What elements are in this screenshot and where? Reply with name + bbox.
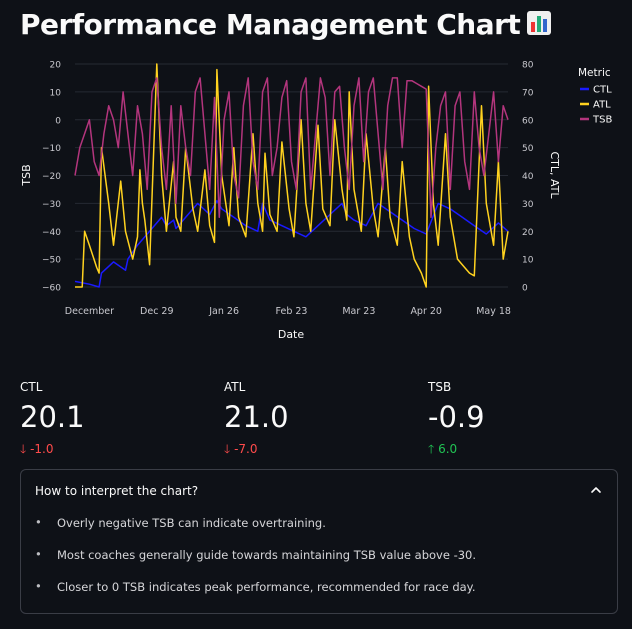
y-left-tick-label: −40 (42, 228, 61, 238)
chart-axes: 20 10 0 −10 −20 −30 −40 −50 −60 80 70 60 50 40 30 20 10 0… (42, 61, 534, 318)
bar-chart-icon (526, 10, 552, 36)
metric-atl: ATL 21.0 🡓 -7.0 (224, 380, 289, 461)
x-tick-label: Apr 20 (410, 306, 442, 317)
chart-series (74, 63, 509, 288)
y-right-tick-label: 40 (522, 172, 534, 182)
pmc-chart[interactable]: 20 10 0 −10 −20 −30 −40 −50 −60 80 70 60 50 40 30 20 10 0… (0, 52, 632, 352)
x-axis-label: Date (278, 328, 305, 341)
y-right-tick-label: 0 (522, 284, 528, 294)
metric-value: -0.9 (428, 400, 485, 434)
y-right-tick-label: 20 (522, 228, 534, 238)
y-left-tick-label: −50 (42, 256, 61, 266)
y-right-tick-label: 70 (522, 88, 534, 98)
legend-label-tsb: TSB (592, 115, 612, 126)
metric-delta-value: -7.0 (234, 442, 258, 456)
y-right-tick-label: 30 (522, 200, 534, 210)
expander-header[interactable]: How to interpret the chart? (35, 484, 199, 498)
arrow-down-icon: 🡓 (224, 442, 231, 456)
list-item: • Most coaches generally guide towards ma… (35, 547, 477, 562)
series-line-atl (75, 63, 509, 288)
arrow-down-icon: 🡓 (20, 442, 27, 456)
list-item-text: Closer to 0 TSB indicates peak performan… (57, 580, 476, 594)
y-right-axis-label: CTL, ATL (548, 151, 561, 199)
y-right-tick-label: 60 (522, 116, 534, 126)
x-tick-label: Jan 26 (208, 306, 239, 317)
x-tick-label: Dec 29 (140, 306, 174, 317)
y-left-tick-label: 10 (50, 88, 62, 98)
y-right-tick-label: 80 (522, 61, 534, 71)
chart-legend[interactable]: Metric CTL ATL TSB (578, 67, 612, 126)
metric-ctl: CTL 20.1 🡓 -1.0 (20, 380, 85, 461)
metric-label: CTL (20, 380, 43, 394)
x-tick-label: Feb 23 (276, 306, 308, 317)
list-item-text: Most coaches generally guide towards mai… (57, 548, 477, 562)
interpretation-expander[interactable]: How to interpret the chart? • Overly nega… (20, 469, 618, 614)
metric-value: 21.0 (224, 400, 289, 434)
x-tick-label: May 18 (476, 306, 511, 317)
legend-label-atl: ATL (593, 100, 611, 111)
x-tick-label: Mar 23 (342, 306, 375, 317)
metric-delta-value: -1.0 (30, 442, 54, 456)
metric-label: TSB (428, 380, 452, 394)
metric-delta: 🡓 -7.0 (224, 440, 289, 461)
arrow-up-icon: 🡑 (428, 442, 435, 456)
y-left-tick-label: 0 (55, 116, 61, 126)
y-right-tick-label: 50 (522, 144, 534, 154)
series-line-ctl (74, 199, 509, 288)
x-tick-label: December (65, 306, 114, 317)
chevron-up-icon[interactable] (589, 483, 603, 497)
metric-value: 20.1 (20, 400, 85, 434)
metric-delta: 🡓 -1.0 (20, 440, 85, 461)
y-left-axis-label: TSB (20, 164, 33, 186)
page-title-text: Performance Management Chart (20, 8, 521, 41)
metric-delta-value: 6.0 (438, 442, 458, 456)
y-right-tick-label: 10 (522, 256, 534, 266)
metric-label: ATL (224, 380, 246, 394)
y-left-tick-label: −60 (42, 284, 61, 294)
metric-tsb: TSB -0.9 🡑 6.0 (428, 380, 485, 461)
legend-title: Metric (578, 67, 611, 79)
metric-delta: 🡑 6.0 (428, 440, 485, 461)
list-item: • Overly negative TSB can indicate overtr… (35, 515, 326, 530)
y-left-tick-label: −30 (42, 200, 61, 210)
legend-label-ctl: CTL (593, 85, 612, 96)
series-line-tsb (74, 77, 509, 219)
page-title: Performance Management Chart (20, 8, 552, 41)
list-item: • Closer to 0 TSB indicates peak performa… (35, 579, 476, 594)
expander-list: • Overly negative TSB can indicate overtr… (35, 515, 477, 612)
y-left-tick-label: −20 (42, 172, 61, 182)
list-item-text: Overly negative TSB can indicate overtra… (57, 516, 326, 530)
y-left-tick-label: −10 (42, 144, 61, 154)
y-left-tick-label: 20 (50, 61, 62, 71)
